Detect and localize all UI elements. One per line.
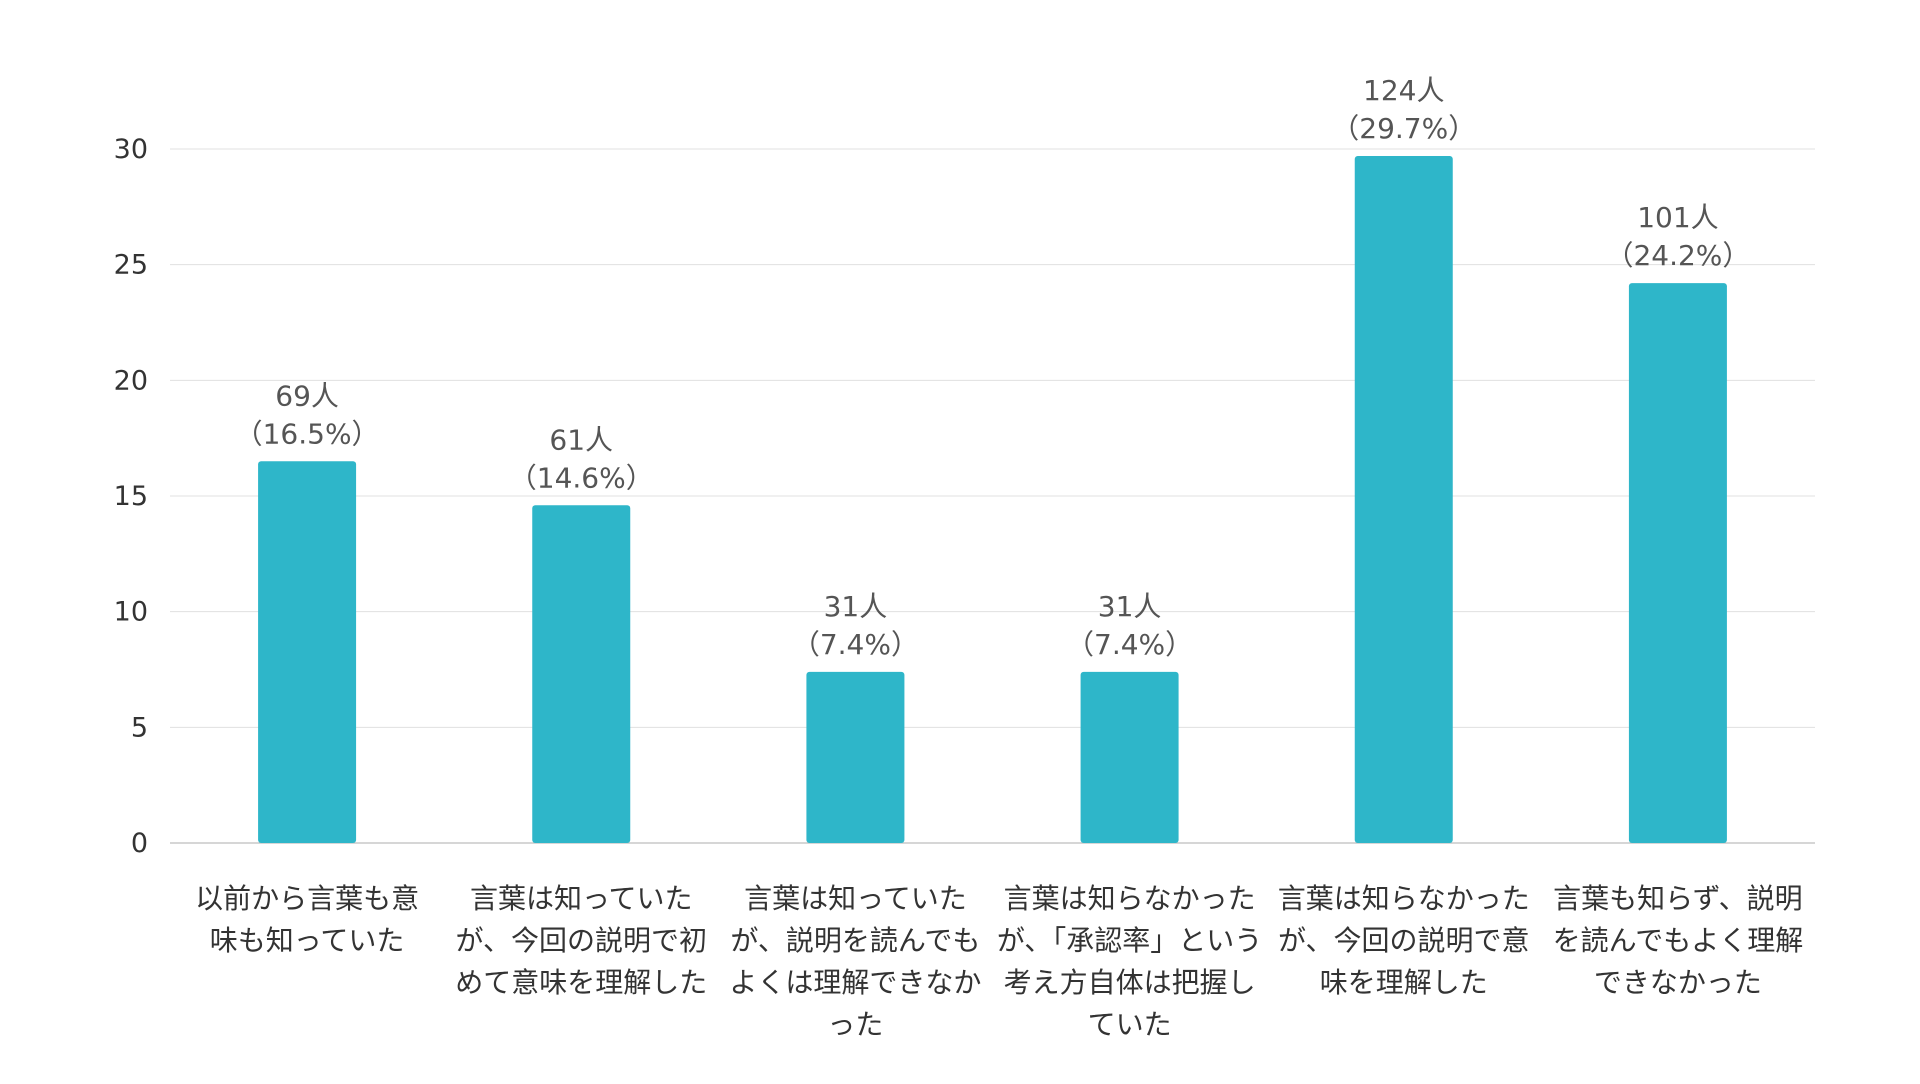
y-tick-label: 30 — [114, 134, 148, 165]
y-axis-ticks: 0 5 10 15 20 25 30 — [114, 134, 148, 859]
x-tick-label: 考え方自体は把握し — [1004, 966, 1256, 999]
bar — [806, 671, 905, 843]
data-label: 124人 — [1363, 74, 1444, 107]
x-axis-labels: 以前から言葉も意味も知っていた言葉は知っていたが、今回の説明で初めて意味を理解し… — [195, 882, 1803, 1041]
data-label: （16.5%） — [235, 417, 380, 450]
x-tick-label: めて意味を理解した — [455, 966, 707, 999]
x-tick-label: が、説明を読んでも — [730, 924, 980, 957]
x-tick-label: った — [827, 1008, 883, 1041]
data-label: 69人 — [275, 379, 339, 412]
bar — [1628, 283, 1727, 843]
data-label: 101人 — [1637, 201, 1718, 234]
bar — [1354, 155, 1453, 843]
y-tick-label: 15 — [114, 481, 148, 512]
data-label: （24.2%） — [1605, 239, 1750, 272]
bars — [258, 155, 1727, 843]
data-label: （7.4%） — [792, 628, 919, 661]
data-label: （14.6%） — [509, 461, 654, 494]
x-tick-label: 言葉は知らなかった — [1278, 882, 1530, 915]
data-label: 61人 — [549, 423, 613, 456]
y-tick-label: 20 — [114, 365, 148, 396]
x-tick-label: が、今回の説明で初 — [456, 924, 707, 957]
x-tick-label: 言葉は知っていた — [470, 882, 693, 915]
data-labels: 69人 （16.5%） 61人 （14.6%） 31人 （7.4%） 31人 （7.4%） 12… — [235, 74, 1751, 661]
y-tick-label: 25 — [114, 250, 148, 281]
x-tick-label: 言葉も知らず、説明 — [1553, 882, 1802, 915]
data-label: 31人 — [824, 590, 888, 623]
x-tick-label: できなかった — [1594, 966, 1762, 999]
x-tick-label: が、今回の説明で意 — [1278, 924, 1529, 957]
bar — [1080, 671, 1179, 843]
x-tick-label: が、「承認率」という — [997, 924, 1262, 957]
y-tick-label: 5 — [131, 712, 148, 743]
x-tick-label: 言葉は知らなかった — [1004, 882, 1256, 915]
x-tick-label: よくは理解できなか — [729, 966, 981, 999]
bar — [532, 505, 631, 843]
x-tick-label: 味を理解した — [1320, 966, 1488, 999]
x-tick-label: を読んでもよく理解 — [1553, 924, 1804, 957]
data-label: （7.4%） — [1066, 628, 1193, 661]
x-tick-label: 味も知っていた — [210, 924, 405, 957]
y-tick-label: 10 — [114, 597, 148, 628]
data-label: 31人 — [1098, 590, 1162, 623]
x-tick-label: 以前から言葉も意 — [195, 882, 419, 915]
grid-lines — [170, 148, 1815, 844]
bar — [258, 461, 357, 843]
x-tick-label: ていた — [1088, 1008, 1172, 1041]
x-tick-label: 言葉は知っていた — [744, 882, 967, 915]
data-label: （29.7%） — [1331, 112, 1476, 145]
y-tick-label: 0 — [131, 828, 148, 859]
